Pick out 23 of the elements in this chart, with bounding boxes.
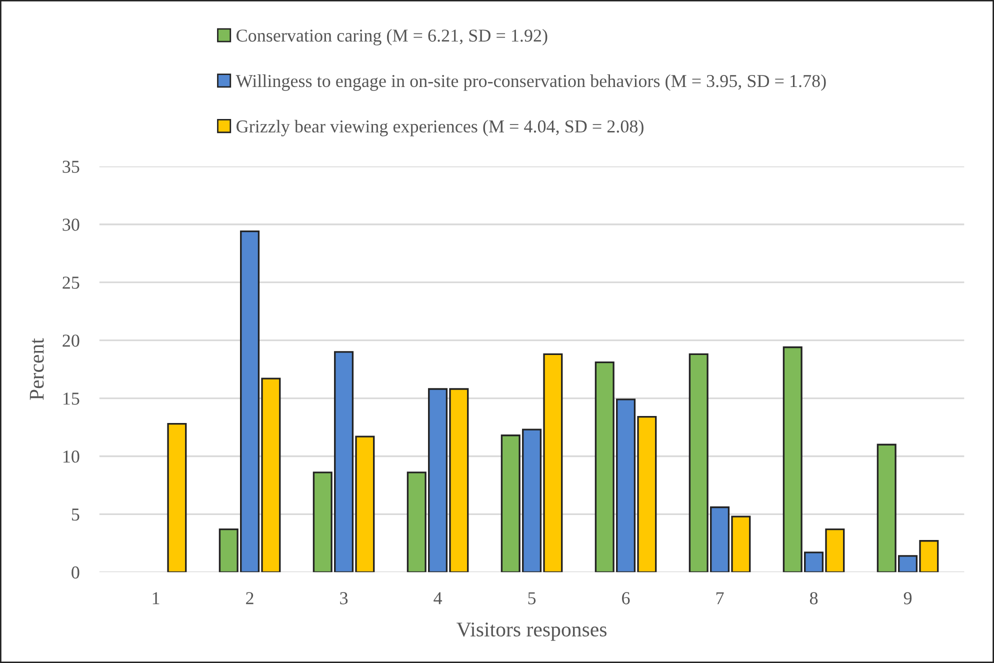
y-tick-label: 15 [63, 392, 80, 405]
bar [167, 422, 187, 572]
legend-label: Willingess to engage in on-site pro-conservation behaviors (M = 3.95, SD = 1.78) [236, 74, 826, 91]
y-tick-label: 20 [62, 334, 80, 347]
x-tick-label: 4 [434, 592, 442, 604]
x-tick-label: 3 [340, 592, 348, 604]
legend-label: Conservation caring (M = 6.21, SD = 1.92) [236, 29, 548, 46]
y-axis-title: Percent [30, 338, 44, 400]
x-tick-label: 7 [716, 592, 724, 604]
x-tick-label: 8 [810, 592, 818, 604]
x-tick-label: 6 [622, 592, 630, 604]
x-axis-title: Visitors responses [456, 622, 607, 641]
y-tick-label: 10 [63, 450, 80, 463]
x-tick-label: 2 [246, 592, 254, 604]
x-tick-label: 5 [528, 592, 536, 604]
y-tick-label: 30 [62, 218, 80, 231]
y-tick-label: 5 [72, 508, 80, 521]
y-tick-label: 25 [62, 276, 80, 289]
y-tick-label: 35 [62, 160, 80, 173]
x-tick-label: 9 [904, 592, 912, 604]
x-tick-label: 1 [152, 592, 160, 604]
y-tick-label: 0 [72, 566, 80, 579]
legend-label: Grizzly bear viewing experiences (M = 4.04, SD = 2.08) [236, 120, 644, 136]
